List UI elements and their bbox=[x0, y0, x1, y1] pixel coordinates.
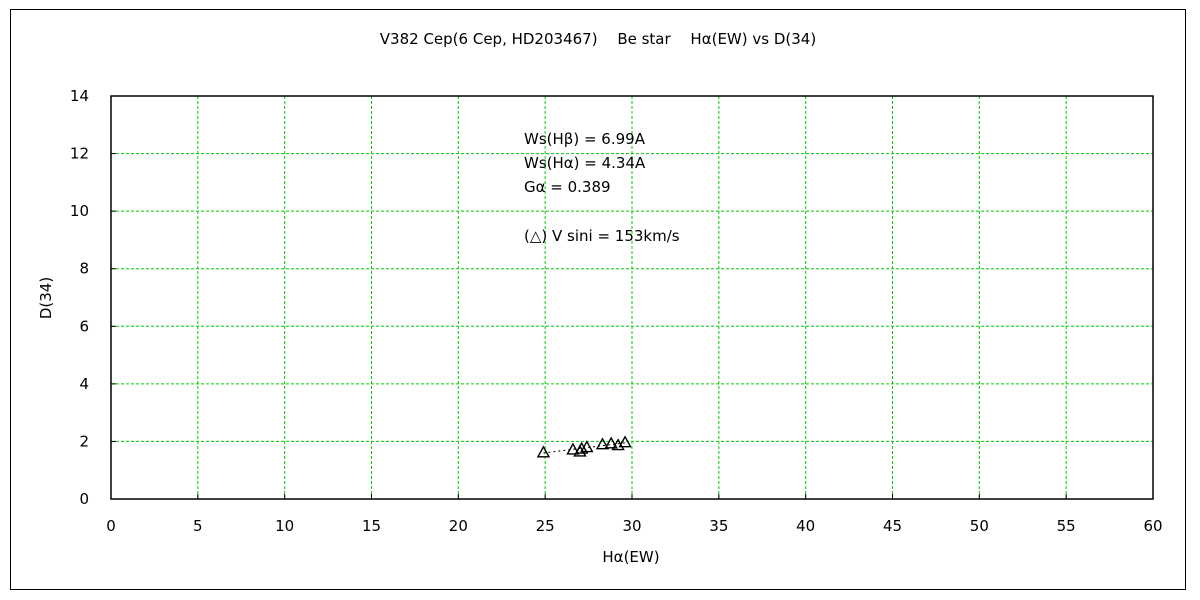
y-tick-label: 10 bbox=[70, 202, 89, 220]
y-tick-label: 4 bbox=[79, 375, 89, 393]
x-tick-label: 20 bbox=[449, 517, 468, 535]
x-tick-label: 35 bbox=[709, 517, 728, 535]
data-point bbox=[604, 436, 618, 449]
x-tick-label: 55 bbox=[1057, 517, 1076, 535]
x-tick-label: 10 bbox=[275, 517, 294, 535]
data-point bbox=[580, 440, 594, 453]
annotation-line: Ws(Hα) = 4.34A bbox=[524, 154, 646, 172]
annotation-line: (△) V sini = 153km/s bbox=[524, 227, 680, 245]
annotation-block: Ws(Hβ) = 6.99A Ws(Hα) = 4.34A Gα = 0.389 (△… bbox=[524, 130, 680, 245]
y-tick-label: 2 bbox=[79, 432, 89, 450]
y-tick-label: 14 bbox=[70, 87, 89, 105]
x-tick-label: 25 bbox=[536, 517, 555, 535]
annotation-line: Ws(Hβ) = 6.99A bbox=[524, 130, 646, 148]
grid bbox=[111, 96, 1153, 499]
x-tick-label: 15 bbox=[362, 517, 381, 535]
x-axis-label: Hα(EW) bbox=[602, 548, 659, 566]
y-tick-label: 0 bbox=[79, 490, 89, 508]
chart-title: V382 Cep(6 Cep, HD203467) Be star Hα(EW)… bbox=[380, 30, 816, 48]
data-points bbox=[536, 435, 632, 458]
x-tick-label: 0 bbox=[106, 517, 116, 535]
data-point bbox=[595, 437, 610, 450]
data-point bbox=[618, 435, 632, 448]
data-point bbox=[536, 445, 551, 458]
annotation-line: Gα = 0.389 bbox=[524, 178, 611, 196]
x-tick-label: 40 bbox=[796, 517, 815, 535]
y-tick-label: 6 bbox=[79, 317, 89, 335]
x-tick-label: 5 bbox=[193, 517, 203, 535]
x-tick-label: 60 bbox=[1143, 517, 1162, 535]
y-tick-label: 8 bbox=[79, 260, 89, 278]
data-point bbox=[566, 442, 580, 455]
y-tick-label: 12 bbox=[70, 145, 89, 163]
x-tick-label: 30 bbox=[622, 517, 641, 535]
chart-frame bbox=[10, 9, 1186, 590]
data-point bbox=[574, 441, 589, 454]
ticks: 0 5 10 15 20 25 30 35 40 45 50 55 60 0 2 4 6 8 10 12 14 bbox=[70, 87, 1163, 535]
x-tick-label: 45 bbox=[883, 517, 902, 535]
y-axis-label: D(34) bbox=[37, 277, 55, 319]
x-tick-label: 50 bbox=[970, 517, 989, 535]
